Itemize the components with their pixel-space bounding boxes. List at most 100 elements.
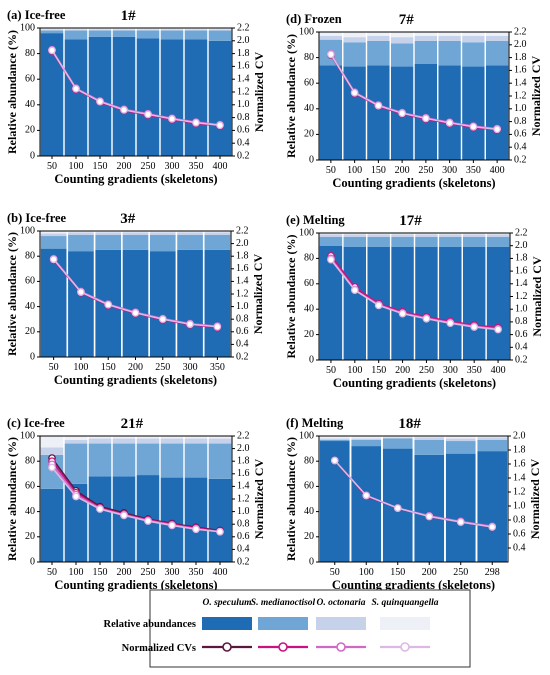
y-tick-label: 0 bbox=[30, 351, 35, 362]
bar-segment bbox=[391, 236, 414, 247]
cv-point bbox=[144, 517, 152, 525]
bar-segment bbox=[122, 231, 149, 233]
y-tick-label: 20 bbox=[25, 326, 35, 337]
y2-tick-label: 1.6 bbox=[514, 65, 527, 76]
x-tick-label: 150 bbox=[371, 165, 386, 176]
cv-point bbox=[192, 525, 200, 534]
bar-segment bbox=[88, 28, 112, 30]
y-tick-label: 0 bbox=[309, 154, 314, 165]
bar-segment bbox=[439, 233, 462, 235]
y2-axis-label: Normalized CV bbox=[251, 254, 265, 335]
y2-tick-label: 2.0 bbox=[513, 430, 526, 441]
x-tick-label: 298 bbox=[485, 567, 500, 578]
cv-point bbox=[192, 118, 200, 127]
y-tick-label: 20 bbox=[25, 125, 35, 136]
x-tick-label: 400 bbox=[490, 165, 505, 176]
x-tick-label: 200 bbox=[395, 165, 410, 176]
y2-tick-label: 0.2 bbox=[514, 154, 527, 165]
bar-segment bbox=[122, 249, 149, 357]
x-tick-label: 200 bbox=[395, 365, 410, 376]
cv-point bbox=[393, 504, 402, 512]
bar-segment bbox=[64, 28, 88, 30]
cv-point bbox=[216, 527, 224, 536]
x-tick-label: 250 bbox=[141, 567, 156, 578]
y-tick-label: 100 bbox=[299, 430, 314, 441]
cv-line bbox=[330, 259, 499, 331]
legend-species-label: S. medianoctisol bbox=[251, 598, 316, 608]
bar-segment bbox=[343, 37, 366, 43]
cv-point bbox=[362, 491, 371, 500]
x-tick-label: 350 bbox=[210, 362, 225, 373]
bar-segment bbox=[343, 66, 366, 160]
cv-point bbox=[186, 320, 194, 329]
bar-segment bbox=[149, 251, 176, 357]
legend-cv-marker bbox=[278, 642, 288, 652]
bar-segment bbox=[485, 40, 509, 66]
y-axis-label: Relative abundance (%) bbox=[5, 30, 19, 154]
bar-segment bbox=[462, 66, 485, 160]
bar-segment bbox=[367, 234, 390, 237]
legend-cv-marker bbox=[222, 642, 232, 652]
y2-tick-label: 0.8 bbox=[236, 313, 249, 324]
panel-title: 18# bbox=[398, 416, 421, 432]
y2-tick-label: 0.6 bbox=[237, 531, 250, 542]
y2-tick-label: 0.2 bbox=[237, 556, 250, 567]
cv-point bbox=[374, 101, 383, 110]
y2-tick-label: 1.8 bbox=[514, 52, 527, 63]
cv-point bbox=[350, 88, 359, 97]
bar-segment bbox=[415, 233, 438, 235]
y-tick-label: 0 bbox=[30, 556, 35, 567]
x-tick-label: 250 bbox=[453, 567, 468, 578]
y2-axis-label: Normalized CV bbox=[252, 52, 266, 133]
bar-segment bbox=[414, 32, 438, 36]
y2-tick-label: 2.0 bbox=[237, 35, 250, 46]
y2-tick-label: 2.2 bbox=[515, 227, 528, 238]
chart-panel-4: 0 20 40 60 80 100 0.20.4 0.6 0.8 1.01.2 1.4 1.61.8 2… bbox=[284, 213, 544, 390]
cv-point bbox=[398, 309, 407, 318]
bar-segment bbox=[319, 35, 343, 40]
bar-segment bbox=[439, 236, 462, 247]
bar-segment bbox=[160, 28, 184, 30]
y2-tick-label: 1.0 bbox=[236, 301, 249, 312]
bar-segment bbox=[64, 436, 88, 440]
y2-tick-label: 0.4 bbox=[514, 141, 527, 152]
legend-cv-marker bbox=[400, 642, 410, 652]
x-tick-label: 250 bbox=[155, 362, 170, 373]
legend-row-label-abundance: Relative abundances bbox=[104, 619, 196, 630]
bar-segment bbox=[136, 28, 160, 30]
bar-segment bbox=[439, 234, 462, 237]
bar-segment bbox=[391, 233, 414, 235]
bar-segment bbox=[177, 231, 203, 233]
bar-segment bbox=[204, 231, 231, 233]
y2-tick-label: 1.6 bbox=[515, 265, 528, 276]
cv-line bbox=[51, 49, 221, 127]
bar-segment bbox=[367, 40, 390, 66]
x-axis-label: Counting gradients (skeletons) bbox=[54, 578, 217, 592]
y-tick-label: 20 bbox=[304, 129, 314, 140]
legend-swatch bbox=[202, 617, 252, 630]
bar-segment bbox=[343, 234, 367, 237]
stacked-bars bbox=[319, 436, 508, 562]
bar-segment bbox=[40, 231, 67, 234]
y-tick-label: 40 bbox=[25, 301, 35, 312]
bar-segment bbox=[367, 35, 390, 41]
bar-segment bbox=[367, 233, 390, 235]
bar-segment bbox=[112, 36, 136, 156]
y-tick-label: 0 bbox=[309, 354, 314, 365]
y-tick-label: 80 bbox=[304, 455, 314, 466]
bar-segment bbox=[160, 39, 184, 156]
y-tick-label: 60 bbox=[304, 278, 314, 289]
cv-lines bbox=[48, 454, 224, 536]
x-tick-label: 400 bbox=[213, 161, 228, 172]
bar-segment bbox=[462, 236, 486, 247]
x-axis-label: Counting gradients (skeletons) bbox=[332, 176, 495, 190]
bar-segment bbox=[351, 439, 382, 447]
cv-point bbox=[456, 518, 465, 526]
y2-tick-label: 1.6 bbox=[237, 468, 250, 479]
bar-segment bbox=[160, 29, 184, 31]
bar-segment bbox=[112, 29, 136, 31]
plot-frame bbox=[318, 435, 509, 563]
y2-tick-label: 1.6 bbox=[236, 263, 249, 274]
x-tick-label: 400 bbox=[213, 567, 228, 578]
bar-segment bbox=[414, 436, 445, 438]
